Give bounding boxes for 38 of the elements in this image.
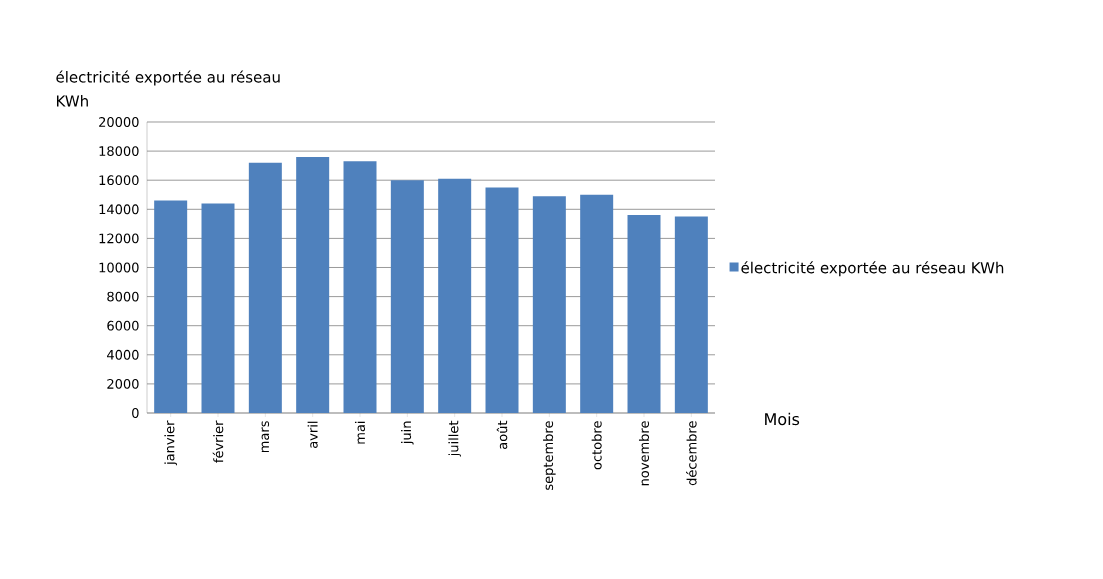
- x-tick-label: décembre: [686, 421, 697, 486]
- x-tick-label: juin: [401, 421, 414, 445]
- bar: [343, 161, 377, 413]
- x-tick-label: août: [496, 420, 508, 449]
- bar: [154, 200, 188, 413]
- x-tick-label: septembre: [543, 421, 556, 490]
- x-tick-label: avril: [307, 421, 318, 448]
- y-tick-label: 10000: [99, 262, 139, 273]
- x-tick-label: mars: [261, 421, 270, 453]
- bar: [580, 194, 614, 413]
- x-tick-label: février: [212, 420, 224, 463]
- bar: [532, 196, 566, 413]
- bar: [390, 180, 424, 413]
- x-tick-label: novembre: [638, 421, 650, 486]
- y-tick-label: 8000: [107, 291, 139, 302]
- y-tick-label: 4000: [107, 349, 139, 360]
- y-axis-title: électricité exportée au réseau KWh: [56, 70, 280, 107]
- legend-label: électricité exportée au réseau KWh: [741, 261, 1004, 277]
- bar: [296, 156, 330, 413]
- bar: [248, 162, 282, 413]
- bar: [485, 187, 519, 413]
- x-tick-label: mai: [354, 421, 366, 444]
- bar: [627, 215, 661, 413]
- y-tick-label: 6000: [107, 320, 139, 331]
- y-tick-label: 20000: [99, 117, 139, 127]
- y-tick-label: 12000: [99, 233, 139, 244]
- x-tick-label: juillet: [448, 420, 461, 457]
- x-tick-label: octobre: [591, 421, 602, 470]
- y-tick-label: 16000: [99, 175, 139, 186]
- y-tick-label: 2000: [107, 378, 139, 389]
- bar: [674, 216, 708, 413]
- x-tick-label: janvier: [164, 420, 177, 466]
- bar: [438, 178, 472, 413]
- x-axis-title: Mois: [765, 412, 800, 426]
- y-tick-label: 18000: [99, 146, 139, 157]
- y-tick-label: 0: [132, 408, 139, 418]
- bar: [201, 203, 235, 413]
- y-tick-label: 14000: [99, 204, 139, 215]
